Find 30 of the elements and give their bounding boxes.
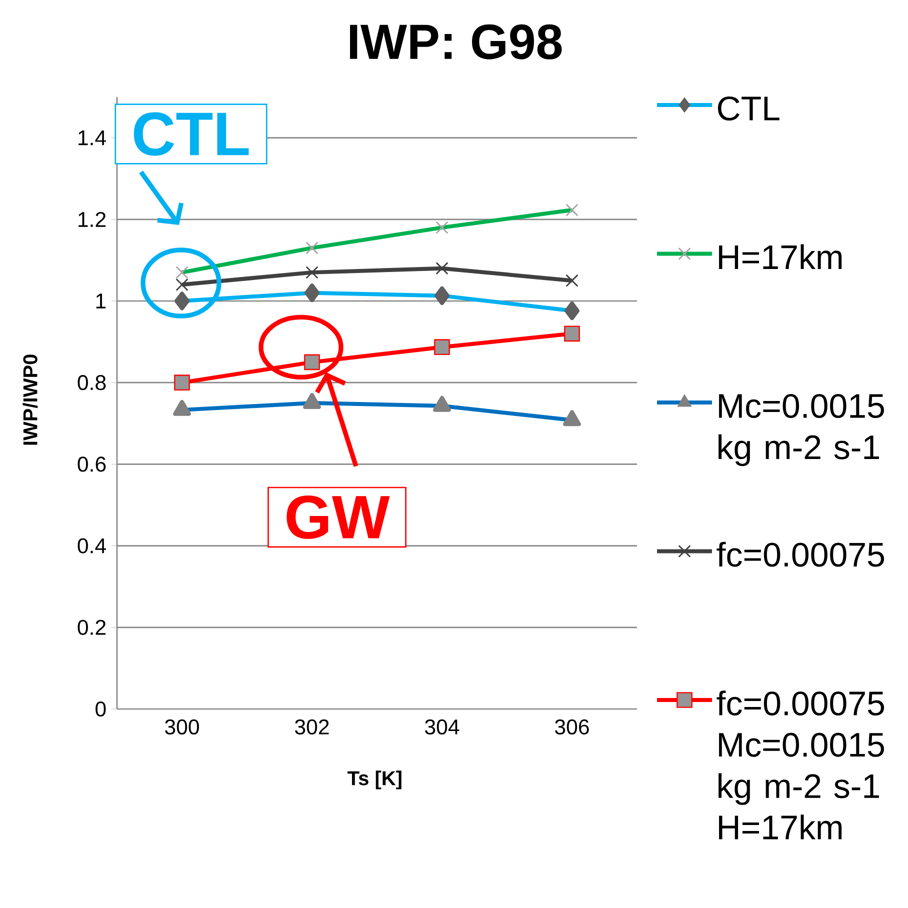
legend-label: Mc=0.0015 kg m-2 s-1: [718, 394, 884, 466]
point: [174, 374, 190, 391]
point: [564, 326, 580, 342]
legend-label: CTL: [718, 96, 780, 121]
point: [304, 354, 320, 370]
legend-label: fc=0.00075 Mc=0.0015 kg m-2 s-1 H=17km: [716, 690, 884, 840]
legend-label: fc=0.00075: [716, 542, 884, 567]
x-tick-label: 304: [425, 719, 460, 735]
point: [176, 278, 188, 292]
y-tick-label: 0.8: [78, 375, 106, 390]
y-tick-label: 0.6: [78, 456, 106, 472]
point: [434, 339, 450, 356]
annotation: GW: [286, 495, 390, 539]
y-tick-label: 1.4: [78, 130, 106, 146]
chart-title: IWP: G98: [350, 24, 562, 60]
point: [566, 274, 578, 287]
point: [306, 266, 318, 279]
x-axis-title: Ts [K]: [348, 770, 402, 790]
annotation: CTL: [134, 112, 249, 156]
y-axis-title: IWP/IWP0: [22, 354, 38, 445]
x-tick-label: 306: [555, 719, 589, 735]
point: [436, 262, 448, 275]
y-tick-label: 0: [96, 701, 106, 717]
x-tick-label: 302: [295, 719, 329, 735]
y-tick-label: 0.4: [78, 538, 106, 554]
y-tick-label: 1.2: [78, 212, 106, 227]
legend-label: H=17km: [719, 244, 842, 269]
y-tick-label: 0.2: [78, 620, 106, 635]
y-tick-label: 1: [96, 294, 106, 308]
x-tick-label: 300: [165, 719, 199, 735]
